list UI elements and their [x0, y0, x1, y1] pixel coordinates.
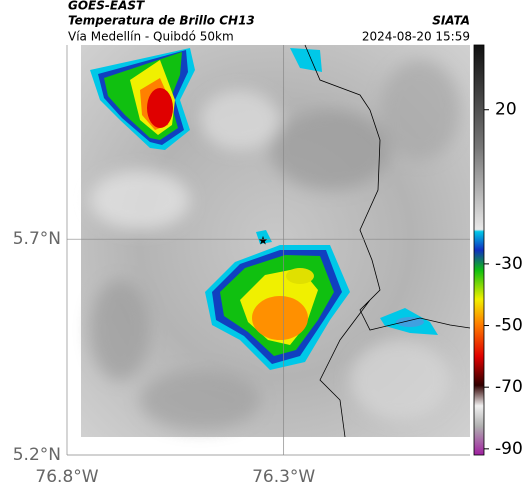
- y-tick-label: 5.2°N: [13, 445, 61, 465]
- title: GOES-EAST: [68, 0, 145, 13]
- y-tick-label: 5.7°N: [13, 229, 61, 249]
- colorbar-tick-label: -90: [495, 439, 523, 459]
- x-tick-label: 76.3°W: [252, 467, 315, 487]
- border-line: [304, 44, 471, 438]
- location-star: ★: [258, 234, 269, 248]
- colorbar-tick-label: -30: [495, 254, 523, 274]
- storm-cell: [205, 245, 350, 370]
- x-tick-label: 76.8°W: [35, 467, 98, 487]
- storm-cell: [90, 48, 195, 150]
- subtitle: Temperatura de Brillo CH13: [68, 14, 255, 28]
- cloud-texture: [90, 60, 460, 430]
- colorbar-tick-label: 20: [495, 100, 517, 120]
- source: SIATA: [432, 14, 470, 28]
- colorbar: [473, 44, 485, 456]
- map-area: [67, 44, 471, 455]
- timestamp: 2024-08-20 15:59: [362, 30, 470, 44]
- colorbar-tick-label: -70: [495, 377, 523, 397]
- colorbar-tick-label: -50: [495, 316, 523, 336]
- route: Vía Medellín - Quibdó 50km: [68, 30, 234, 44]
